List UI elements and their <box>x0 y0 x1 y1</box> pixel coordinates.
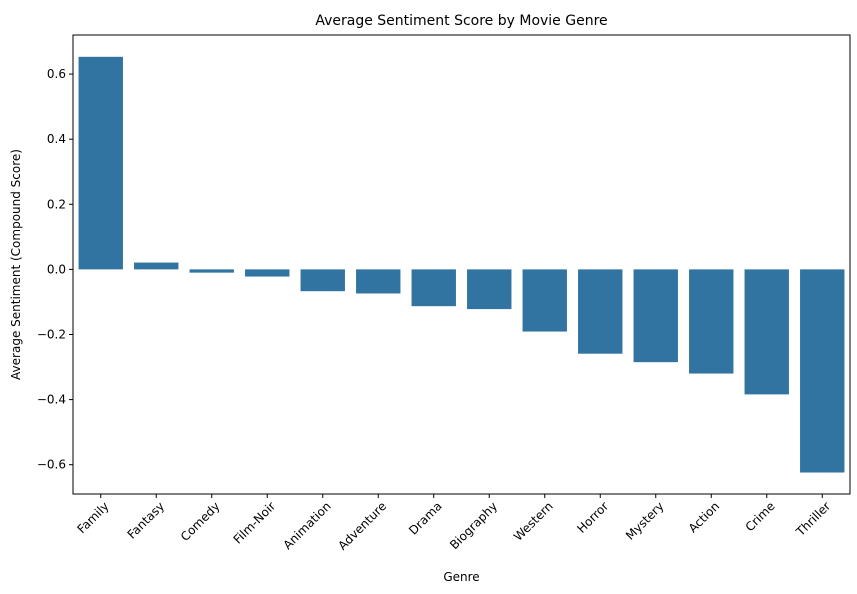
bar-thriller <box>800 269 845 473</box>
y-tick-label: 0.0 <box>47 262 66 276</box>
y-axis-label: Average Sentiment (Compound Score) <box>9 149 23 380</box>
x-tick-label: Horror <box>574 499 611 536</box>
bar-horror <box>578 269 623 354</box>
x-tick-label: Crime <box>743 499 778 534</box>
bar-animation <box>300 269 345 292</box>
bar-comedy <box>189 269 234 273</box>
x-tick-label: Drama <box>406 499 445 538</box>
bar-fantasy <box>134 262 179 270</box>
y-tick-label: −0.2 <box>37 327 66 341</box>
x-tick-label: Mystery <box>623 499 667 543</box>
x-tick-label: Biography <box>447 499 500 552</box>
bar-western <box>522 269 567 332</box>
chart-title: Average Sentiment Score by Movie Genre <box>315 13 607 29</box>
bar-drama <box>411 269 456 307</box>
y-axis: −0.6 −0.4 −0.2 0.0 0.2 0.4 0.6 <box>37 67 73 472</box>
x-axis-label: Genre <box>443 570 479 584</box>
bar-action <box>689 269 734 374</box>
y-tick-label: −0.4 <box>37 393 66 407</box>
bars <box>78 56 845 473</box>
bar-film-noir <box>245 269 290 277</box>
y-tick-label: −0.6 <box>37 458 66 472</box>
y-tick-label: 0.6 <box>47 67 66 81</box>
x-tick-label: Action <box>686 499 722 535</box>
bar-family <box>78 56 123 270</box>
plot-frame <box>72 34 851 495</box>
x-tick-label: Adventure <box>335 499 389 553</box>
y-tick-label: 0.2 <box>47 197 66 211</box>
x-axis: Family Fantasy Comedy Film-Noir Animation Adv… <box>74 494 833 553</box>
x-tick-label: Family <box>74 499 111 536</box>
x-tick-label: Thriller <box>793 499 833 539</box>
bar-mystery <box>633 269 678 363</box>
x-tick-label: Film-Noir <box>231 499 279 547</box>
y-tick-label: 0.4 <box>47 132 66 146</box>
x-tick-label: Animation <box>281 499 334 552</box>
x-tick-label: Comedy <box>178 499 223 544</box>
x-tick-label: Western <box>511 499 556 544</box>
bar-biography <box>467 269 512 310</box>
bar-adventure <box>356 269 401 294</box>
x-tick-label: Fantasy <box>125 499 168 542</box>
bar-crime <box>744 269 789 395</box>
